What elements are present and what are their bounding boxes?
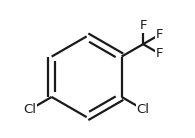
Text: Cl: Cl: [24, 103, 37, 116]
Text: F: F: [155, 28, 163, 41]
Text: F: F: [155, 47, 163, 60]
Text: Cl: Cl: [137, 103, 150, 116]
Text: F: F: [139, 19, 147, 32]
